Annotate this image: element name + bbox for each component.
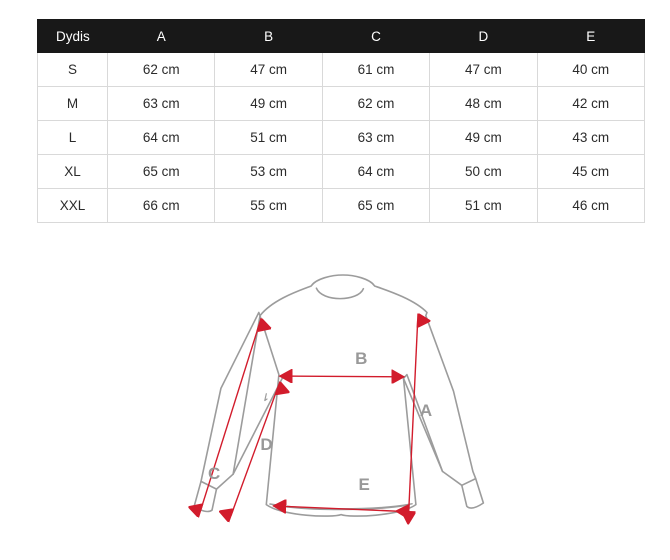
- svg-text:A: A: [420, 401, 432, 420]
- svg-text:B: B: [355, 349, 367, 368]
- svg-text:D: D: [260, 435, 272, 454]
- svg-text:E: E: [359, 475, 370, 494]
- svg-text:C: C: [208, 464, 220, 483]
